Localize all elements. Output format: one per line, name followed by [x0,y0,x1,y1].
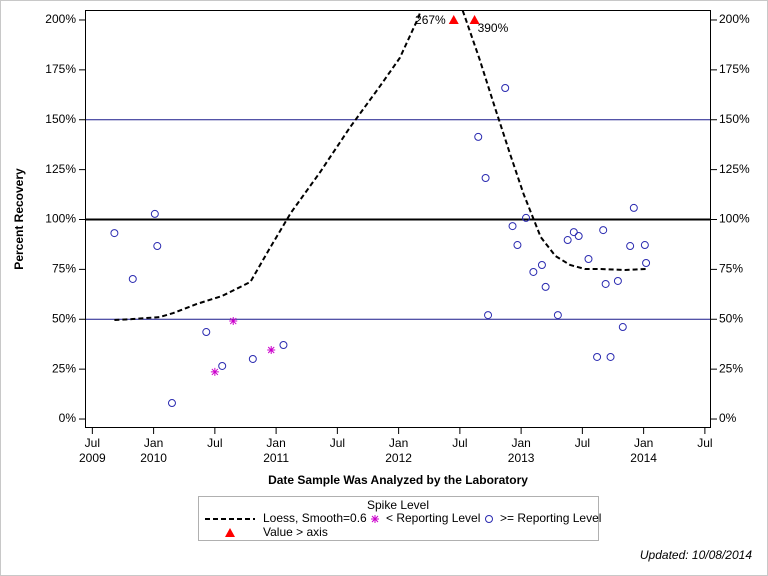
circle-marker [574,232,583,241]
y2-tick-label: 150% [719,112,750,126]
asterisk-marker [267,345,276,354]
circle-marker [584,255,593,264]
legend-label: Loess, Smooth=0.6 [263,511,367,525]
circle-marker [563,236,572,245]
y2-tick-label: 175% [719,62,750,76]
circle-marker [153,242,162,251]
circle-marker [501,84,510,93]
x-tick-label: Jul [697,436,712,450]
circle-marker [279,340,288,349]
circle-marker [601,279,610,288]
y2-tick-label: 125% [719,162,750,176]
circle-marker [618,323,627,332]
legend-marker [371,515,379,523]
circle-marker [248,354,257,363]
circle-marker [642,258,651,267]
circle-marker [613,276,622,285]
circle-marker [593,352,602,361]
y2-tick-label: 200% [719,12,750,26]
x-tick-label: Jan [144,436,163,450]
circle-marker [606,352,615,361]
legend-marker [225,528,235,537]
y-tick-label: 150% [45,112,76,126]
legend-label: Value > axis [263,525,328,539]
circle-marker [569,228,578,237]
x-tick-year-label: 2012 [385,451,412,465]
x-tick-label: Jul [330,436,345,450]
asterisk-marker [229,317,238,326]
circle-marker [640,241,649,250]
circle-marker [508,222,517,231]
legend-box [198,496,599,541]
circle-marker [150,209,159,218]
circle-marker [128,274,137,283]
x-tick-year-label: 2013 [508,451,535,465]
x-tick-label: Jul [207,436,222,450]
x-tick-year-label: 2010 [140,451,167,465]
x-tick-label: Jan [634,436,653,450]
y2-tick-label: 25% [719,361,743,375]
legend-title: Spike Level [367,498,429,512]
legend-label: >= Reporting Level [500,511,601,525]
y-axis-title: Percent Recovery [12,168,26,270]
x-tick-label: Jul [575,436,590,450]
circle-marker [522,213,531,222]
value-label: 390% [478,21,509,35]
circle-marker [599,226,608,235]
circle-marker [541,282,550,291]
asterisk-marker [210,367,219,376]
circle-marker [537,260,546,269]
y2-tick-label: 100% [719,212,750,226]
circle-marker [218,361,227,370]
x-tick-label: Jan [266,436,285,450]
circle-marker [110,229,119,238]
circle-marker [529,267,538,276]
circle-marker [474,132,483,141]
circle-marker [202,328,211,337]
plot-clip [114,10,647,322]
x-tick-label: Jan [511,436,530,450]
circle-marker [626,242,635,251]
x-tick-label: Jan [389,436,408,450]
circle-marker [553,311,562,320]
y2-tick-label: 75% [719,262,743,276]
circle-marker [513,241,522,250]
circle-marker [167,399,176,408]
x-tick-label: Jul [452,436,467,450]
plot-frame [85,10,711,428]
y-tick-label: 25% [52,361,76,375]
triangle-marker [469,14,480,24]
loess-line [114,10,647,322]
circle-marker [484,311,493,320]
legend-label: < Reporting Level [386,511,480,525]
triangle-marker [448,14,459,24]
y-tick-label: 75% [52,262,76,276]
x-tick-label: Jul [85,436,100,450]
legend-marker [485,515,493,523]
y2-tick-label: 0% [719,411,737,425]
circle-marker [629,203,638,212]
x-tick-year-label: 2009 [79,451,106,465]
y-tick-label: 125% [45,162,76,176]
y-tick-label: 0% [59,411,77,425]
value-label: 267% [415,13,446,27]
y-tick-label: 100% [45,212,76,226]
y-tick-label: 50% [52,311,76,325]
x-axis-title: Date Sample Was Analyzed by the Laborato… [268,473,528,487]
footnote: Updated: 10/08/2014 [640,548,752,562]
x-tick-year-label: 2014 [630,451,657,465]
y-tick-label: 175% [45,62,76,76]
y2-tick-label: 50% [719,311,743,325]
x-tick-year-label: 2011 [263,451,289,465]
circle-marker [481,173,490,182]
y-tick-label: 200% [45,12,76,26]
